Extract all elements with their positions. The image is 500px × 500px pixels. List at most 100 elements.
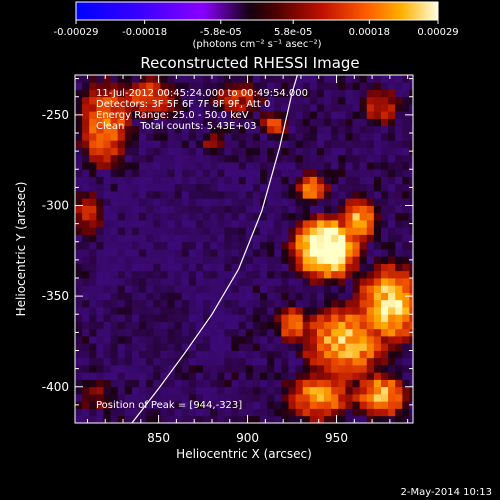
heatmap-cell bbox=[324, 191, 332, 199]
heatmap-cell bbox=[117, 314, 126, 322]
heatmap-cell bbox=[210, 299, 218, 308]
heatmap-cell bbox=[352, 336, 361, 344]
heatmap-cell bbox=[131, 89, 140, 98]
heatmap-cell bbox=[217, 372, 225, 380]
heatmap-cell bbox=[267, 328, 275, 337]
heatmap-cell bbox=[388, 220, 396, 228]
heatmap-cell bbox=[110, 357, 119, 366]
heatmap-cell bbox=[224, 118, 232, 127]
heatmap-cell bbox=[260, 118, 268, 127]
heatmap-cell bbox=[110, 372, 119, 380]
heatmap-cell bbox=[295, 198, 304, 206]
heatmap-cell bbox=[160, 82, 168, 90]
heatmap-cell bbox=[252, 270, 261, 279]
heatmap-cell bbox=[217, 162, 225, 170]
heatmap-cell bbox=[231, 415, 240, 423]
heatmap-cell bbox=[103, 408, 111, 417]
heatmap-cell bbox=[409, 357, 413, 366]
heatmap-cell bbox=[231, 169, 240, 177]
heatmap-cell bbox=[267, 241, 275, 250]
heatmap-cell bbox=[153, 147, 161, 156]
heatmap-cell bbox=[224, 415, 232, 423]
heatmap-cell bbox=[295, 241, 304, 250]
heatmap-cell bbox=[131, 256, 140, 264]
heatmap-cell bbox=[402, 278, 410, 286]
heatmap-cell bbox=[402, 162, 410, 170]
heatmap-cell bbox=[388, 154, 396, 163]
heatmap-cell bbox=[195, 104, 204, 112]
heatmap-cell bbox=[124, 299, 133, 308]
heatmap-cell bbox=[82, 89, 90, 98]
heatmap-cell bbox=[96, 249, 104, 257]
heatmap-cell bbox=[316, 191, 325, 199]
heatmap-cell bbox=[131, 125, 140, 134]
heatmap-cell bbox=[195, 249, 204, 257]
heatmap-cell bbox=[110, 162, 119, 170]
heatmap-cell bbox=[167, 82, 176, 90]
heatmap-cell bbox=[316, 154, 325, 163]
heatmap-cell bbox=[380, 125, 389, 134]
heatmap-cell bbox=[302, 249, 311, 257]
heatmap-cell bbox=[288, 292, 296, 301]
heatmap-cell bbox=[103, 328, 111, 337]
heatmap-cell bbox=[146, 336, 154, 344]
heatmap-cell bbox=[252, 183, 261, 192]
heatmap-cell bbox=[188, 328, 197, 337]
heatmap-cell bbox=[124, 133, 133, 141]
heatmap-cell bbox=[131, 183, 140, 192]
heatmap-cell bbox=[281, 82, 289, 90]
heatmap-cell bbox=[302, 386, 311, 395]
heatmap-cell bbox=[352, 111, 361, 119]
heatmap-cell bbox=[316, 379, 325, 388]
heatmap-cell bbox=[281, 270, 289, 279]
heatmap-cell bbox=[96, 285, 104, 293]
heatmap-cell bbox=[281, 314, 289, 322]
heatmap-cell bbox=[295, 162, 304, 170]
heatmap-cell bbox=[316, 220, 325, 228]
heatmap-cell bbox=[124, 336, 133, 344]
heatmap-cell bbox=[238, 220, 247, 228]
heatmap-cell bbox=[174, 212, 183, 221]
heatmap-cell bbox=[96, 278, 104, 286]
heatmap-cell bbox=[153, 183, 161, 192]
heatmap-cell bbox=[110, 183, 119, 192]
heatmap-cell bbox=[75, 212, 83, 221]
heatmap-cell bbox=[338, 133, 346, 141]
heatmap-cell bbox=[388, 401, 396, 409]
heatmap-cell bbox=[331, 386, 339, 395]
heatmap-cell bbox=[309, 314, 318, 322]
heatmap-cell bbox=[82, 285, 90, 293]
heatmap-cell bbox=[167, 336, 176, 344]
heatmap-cell bbox=[238, 292, 247, 301]
heatmap-cell bbox=[366, 386, 375, 395]
heatmap-cell bbox=[103, 111, 111, 119]
heatmap-cell bbox=[110, 292, 119, 301]
heatmap-cell bbox=[210, 198, 218, 206]
heatmap-cell bbox=[75, 249, 83, 257]
heatmap-cell bbox=[238, 336, 247, 344]
heatmap-cell bbox=[103, 321, 111, 330]
heatmap-cell bbox=[295, 336, 304, 344]
heatmap-cell bbox=[373, 249, 382, 257]
heatmap-cell bbox=[167, 241, 176, 250]
heatmap-cell bbox=[352, 154, 361, 163]
heatmap-cell bbox=[153, 292, 161, 301]
heatmap-cell bbox=[345, 343, 353, 351]
heatmap-cell bbox=[281, 89, 289, 98]
heatmap-cell bbox=[210, 386, 218, 395]
heatmap-cell bbox=[131, 82, 140, 90]
heatmap-cell bbox=[366, 125, 375, 134]
heatmap-cell bbox=[345, 357, 353, 366]
heatmap-cell bbox=[373, 169, 382, 177]
heatmap-cell bbox=[309, 220, 318, 228]
heatmap-cell bbox=[131, 365, 140, 373]
heatmap-cell bbox=[274, 82, 282, 90]
heatmap-cell bbox=[224, 169, 232, 177]
heatmap-cell bbox=[231, 292, 240, 301]
heatmap-cell bbox=[203, 154, 211, 163]
heatmap-cell bbox=[245, 307, 254, 315]
heatmap-cell bbox=[260, 386, 268, 395]
heatmap-cell bbox=[252, 343, 261, 351]
heatmap-cell bbox=[331, 169, 339, 177]
heatmap-cell bbox=[195, 82, 204, 90]
